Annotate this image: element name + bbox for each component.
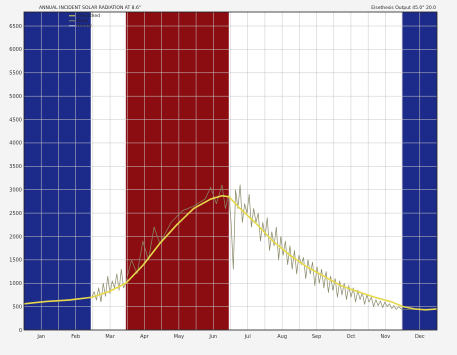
x-tick-label: Mar — [105, 334, 115, 340]
x-tick-label: Oct — [347, 334, 356, 340]
x-tick-label: Jan — [36, 334, 45, 340]
x-tick-label: Aug — [277, 334, 287, 340]
y-tick-label: 4500 — [9, 117, 22, 123]
y-tick-label: 4000 — [9, 141, 22, 147]
band-winter-start — [24, 12, 91, 330]
y-tick-label: 2000 — [9, 234, 22, 240]
y-tick-labels: 0 500 1000 1500 2000 2500 3000 3500 4000 4500 5000… — [9, 24, 22, 334]
band-winter-end — [401, 12, 437, 330]
x-tick-label: May — [174, 334, 184, 340]
y-tick-label: 1500 — [9, 258, 22, 264]
y-tick-label: 500 — [12, 304, 22, 310]
y-tick-label: 5500 — [9, 71, 22, 77]
y-tick-label: 5000 — [9, 94, 22, 100]
plot-border — [23, 11, 438, 331]
x-tick-label: Apr — [140, 334, 150, 340]
x-tick-label: Dec — [415, 334, 425, 340]
legend-entry: Smoothed — [77, 13, 100, 19]
x-tick-label: Sep — [312, 334, 321, 340]
legend-entry: Daily — [77, 18, 89, 24]
y-tick-label: 3500 — [9, 164, 22, 170]
x-tick-label: Jun — [208, 334, 217, 340]
top-right-label: Elsethesis Output 45.0° 20.0 — [371, 5, 436, 11]
x-tick-label: Jul — [244, 334, 251, 340]
y-tick-label: 6500 — [9, 24, 22, 30]
y-tick-label: 0 — [19, 328, 22, 334]
y-tick-label: 6000 — [9, 47, 22, 53]
chart-title: ANNUAL INCIDENT SOLAR RADIATION AT 8.6° — [39, 5, 141, 11]
y-tick-label: 3000 — [9, 188, 22, 194]
series-layer — [23, 184, 438, 311]
band-summer — [125, 12, 229, 330]
grid-lines — [24, 12, 437, 331]
smoothed-series-line — [23, 194, 438, 311]
y-tick-label: 2500 — [9, 211, 22, 217]
x-tick-labels: Jan Feb Mar Apr May Jun Jul Aug Sep Oct Nov Dec — [36, 334, 425, 340]
legend-entry: Hourly — [77, 23, 92, 29]
y-tick-label: 1000 — [9, 281, 22, 287]
x-tick-label: Nov — [380, 334, 390, 340]
x-tick-label: Feb — [71, 334, 80, 340]
